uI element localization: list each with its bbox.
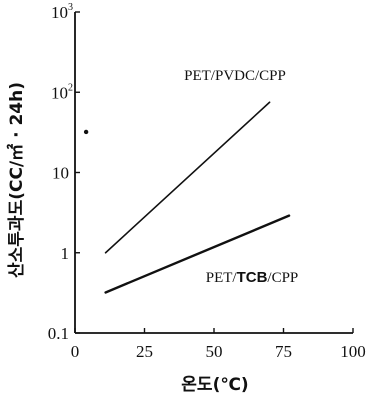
x-axis-title: 온도(℃) [181,375,248,395]
series-labels: PET/PVDC/CPP PET/TCB/CPP [184,68,298,286]
y-tick-label: 102 [51,82,73,102]
series-line [104,214,291,294]
data-points [83,129,89,135]
series-label: PET/PVDC/CPP [184,68,286,84]
series-lines [104,101,291,294]
y-axis-ticks: 0.1 1 10 102 103 [48,2,80,343]
series-line [104,101,271,254]
y-axis-title: 산소투과도(CC/㎡ · 24h) [6,82,27,278]
series-label: PET/TCB/CPP [206,269,299,286]
x-tick-label: 0 [71,342,80,361]
x-tick-label: 100 [340,342,366,361]
y-tick-label: 103 [51,2,73,22]
y-tick-label: 1 [61,244,70,263]
x-axis-ticks: 0 25 50 75 100 [71,328,366,361]
y-tick-label: 0.1 [48,324,69,343]
x-tick-label: 50 [206,342,223,361]
data-point [83,129,89,135]
y-tick-label: 10 [52,164,69,183]
x-tick-label: 75 [275,342,292,361]
x-tick-label: 25 [136,342,153,361]
